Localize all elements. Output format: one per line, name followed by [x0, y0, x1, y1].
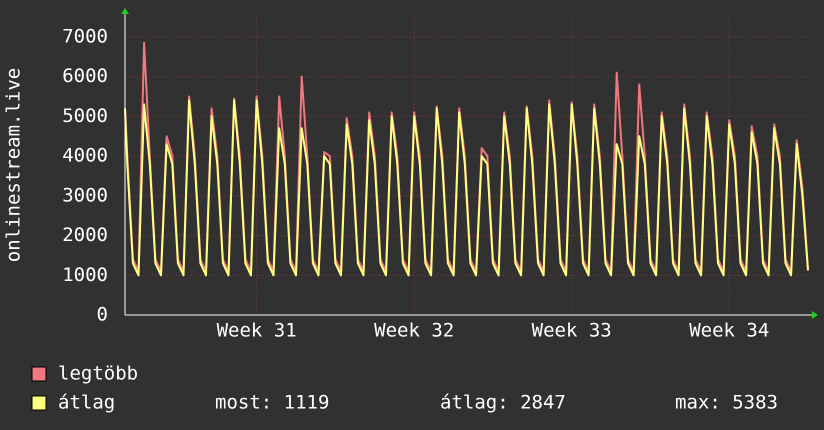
legend-swatch	[31, 395, 47, 411]
y-tick-label: 0	[97, 304, 108, 326]
plot	[124, 17, 809, 316]
y-tick-label: 2000	[62, 224, 108, 246]
x-tick-label: Week 32	[374, 320, 454, 342]
y-tick-label: 7000	[62, 25, 108, 47]
x-tick-label: Week 34	[689, 320, 769, 342]
stat-text: max: 5383	[675, 392, 778, 414]
legend-label: átlag	[58, 392, 115, 414]
y-tick-label: 5000	[62, 105, 108, 127]
y-tick-label: 1000	[62, 264, 108, 286]
x-arrow	[812, 311, 818, 319]
y-tick-label: 3000	[62, 184, 108, 206]
y-tick-label: 6000	[62, 65, 108, 87]
y-axis-label: onlinestream.live	[3, 68, 25, 262]
legend-swatch	[31, 366, 47, 382]
y-tick-label: 4000	[62, 145, 108, 167]
stat-text: átlag: 2847	[440, 392, 566, 414]
legend-label: legtöbb	[58, 363, 138, 385]
series-line	[124, 99, 809, 277]
x-tick-label: Week 33	[532, 320, 612, 342]
stat-text: most: 1119	[215, 392, 329, 414]
y-arrow	[121, 8, 129, 14]
x-tick-label: Week 31	[217, 320, 297, 342]
legend: legtöbb átlag most: 1119 átlag: 2847 max: 53…	[31, 363, 778, 414]
